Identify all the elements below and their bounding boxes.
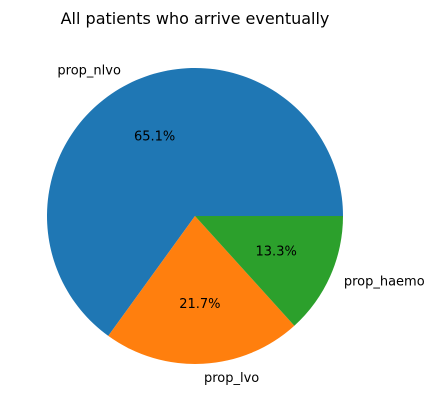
category-label-prop-nlvo: prop_nlvo bbox=[57, 64, 121, 79]
pie-labels: 65.1% prop_nlvo 21.7% prop_lvo 13.3% prop_hae… bbox=[57, 64, 424, 387]
pct-label-prop-lvo: 21.7% bbox=[179, 297, 220, 312]
pie-slice-prop-lvo bbox=[108, 216, 295, 364]
pie-slice-prop-nlvo bbox=[46, 68, 343, 336]
pie-slices bbox=[46, 68, 343, 364]
category-label-prop-lvo: prop_lvo bbox=[204, 371, 259, 386]
pct-label-prop-nlvo: 65.1% bbox=[134, 129, 175, 144]
pie-slice-prop-haemo bbox=[195, 216, 343, 326]
chart-title: All patients who arrive eventually bbox=[61, 9, 330, 28]
category-label-prop-haemo: prop_haemo bbox=[344, 275, 425, 290]
pct-label-prop-haemo: 13.3% bbox=[256, 245, 297, 260]
